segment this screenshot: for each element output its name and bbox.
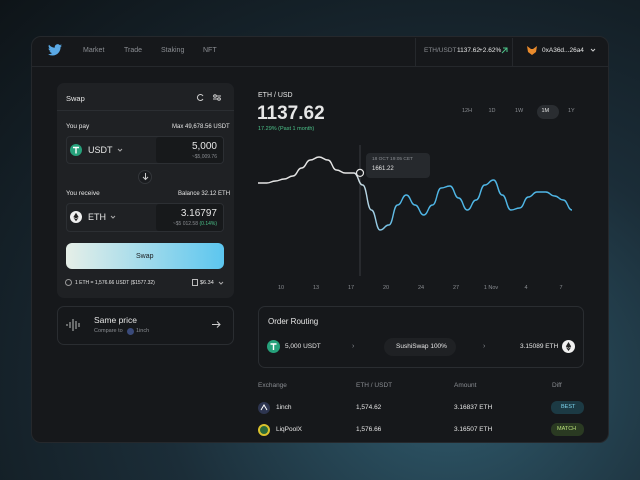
arrow-icon bbox=[501, 47, 508, 54]
wallet-address: 0xA36d...26a4 bbox=[542, 47, 584, 54]
receive-amount-box bbox=[156, 204, 223, 231]
pay-input[interactable] bbox=[66, 136, 224, 164]
routing-to: 3.15089 ETH bbox=[520, 343, 559, 350]
chart-change: 17.29% (Past 1 month) bbox=[258, 126, 315, 132]
1inch-icon bbox=[258, 402, 270, 414]
chevron bbox=[218, 281, 224, 285]
badge bbox=[551, 423, 584, 436]
chevron bbox=[110, 215, 116, 219]
cell: 1inch bbox=[276, 404, 292, 411]
receive-usd: ~$5 012.58 bbox=[172, 221, 198, 227]
receive-diff: (0.14%) bbox=[199, 221, 217, 227]
receive-input[interactable] bbox=[66, 203, 224, 232]
exchange-rate: 1 ETH = 1,576.66 USDT ($1577.32) bbox=[75, 280, 155, 286]
receive-balance: Balance 32.12 ETH bbox=[178, 191, 231, 197]
receive-amount: 3.16797 bbox=[180, 208, 217, 219]
chart-price: 1137.62 bbox=[257, 103, 325, 124]
compare-exchange: 1inch bbox=[136, 328, 150, 334]
swap-button[interactable] bbox=[66, 243, 224, 269]
route-arrow: › bbox=[352, 343, 355, 350]
usdt-icon bbox=[267, 340, 280, 353]
compare-title: Same price bbox=[94, 315, 137, 325]
table-header: ETH / USDT bbox=[356, 382, 393, 389]
ticker-price: 1137.62 bbox=[457, 47, 481, 54]
compare-card[interactable] bbox=[57, 306, 234, 345]
nav-item[interactable]: NFT bbox=[203, 47, 217, 54]
pay-label: You pay bbox=[66, 123, 90, 130]
divider bbox=[57, 110, 234, 111]
via-pill bbox=[384, 338, 456, 356]
pay-usd: ~$5,009.76 bbox=[191, 154, 217, 160]
swap-title: Swap bbox=[66, 94, 85, 103]
table-header: Diff bbox=[552, 382, 562, 389]
usdt-icon bbox=[70, 144, 82, 156]
wave-icon bbox=[66, 319, 80, 331]
pay-max: Max 49,678.56 USDT bbox=[172, 124, 230, 130]
badge-text: BEST bbox=[561, 404, 576, 410]
range-tab[interactable]: 1W bbox=[515, 108, 524, 114]
nav-item[interactable]: Trade bbox=[124, 47, 143, 54]
routing-title: Order Routing bbox=[268, 317, 319, 326]
chevron bbox=[590, 48, 596, 52]
1inch-icon bbox=[127, 328, 134, 335]
pay-amount-box bbox=[156, 137, 223, 163]
chart-title: ETH / USD bbox=[258, 92, 293, 99]
cell: LiqPoolX bbox=[276, 426, 303, 433]
tooltip bbox=[366, 153, 430, 178]
table-header: Exchange bbox=[258, 382, 287, 389]
tooltip-date: 18 OCT 19:05 CET bbox=[372, 157, 413, 162]
swap-button-label[interactable]: Swap bbox=[136, 253, 154, 260]
ticker-change: +2.62% bbox=[479, 47, 502, 54]
range-tab[interactable]: 12H bbox=[462, 108, 473, 114]
cell: 1,574.62 bbox=[356, 404, 382, 411]
arrow-right bbox=[212, 321, 221, 328]
settings-icon[interactable] bbox=[212, 93, 222, 102]
pay-token: USDT bbox=[88, 145, 113, 155]
refresh-icon[interactable] bbox=[196, 93, 205, 102]
compare-label: Compare to bbox=[94, 328, 123, 334]
routing-via: SushiSwap 100% bbox=[396, 343, 447, 350]
receive-token: ETH bbox=[88, 212, 106, 222]
info-icon bbox=[65, 279, 72, 286]
cell: 1,576.66 bbox=[356, 426, 382, 433]
gas-icon bbox=[192, 279, 198, 286]
top-bar bbox=[32, 37, 608, 67]
down-arrow bbox=[142, 173, 149, 181]
nav-item[interactable]: Market bbox=[83, 47, 105, 54]
fee: $6.34 bbox=[200, 280, 214, 286]
route-arrow: › bbox=[483, 343, 486, 350]
wallet-icon bbox=[527, 46, 537, 55]
ticker-pair: ETH/USDT bbox=[424, 47, 457, 54]
cell: 3.16837 ETH bbox=[454, 404, 493, 411]
routing-card bbox=[258, 306, 584, 368]
range-active-bg bbox=[536, 105, 559, 119]
table-header: Amount bbox=[454, 382, 477, 389]
eth-icon bbox=[562, 340, 575, 353]
cell: 3.16507 ETH bbox=[454, 426, 493, 433]
logo[interactable] bbox=[48, 44, 62, 56]
liqpool-icon bbox=[258, 424, 270, 436]
ticker-box[interactable] bbox=[415, 38, 513, 66]
badge-text: MATCH bbox=[557, 426, 577, 432]
range-tab[interactable]: 1Y bbox=[568, 108, 575, 114]
nav-item[interactable]: Staking bbox=[161, 47, 185, 54]
routing-from: 5,000 USDT bbox=[285, 343, 321, 350]
badge bbox=[551, 401, 584, 414]
tooltip-value: 1661.22 bbox=[372, 166, 394, 172]
range-tab[interactable]: 1M bbox=[541, 108, 550, 114]
pay-amount: 5,000 bbox=[191, 141, 217, 152]
eth-icon bbox=[70, 211, 82, 223]
chevron bbox=[117, 148, 123, 152]
range-tab[interactable]: 1D bbox=[488, 108, 496, 114]
receive-label: You receive bbox=[66, 190, 100, 197]
